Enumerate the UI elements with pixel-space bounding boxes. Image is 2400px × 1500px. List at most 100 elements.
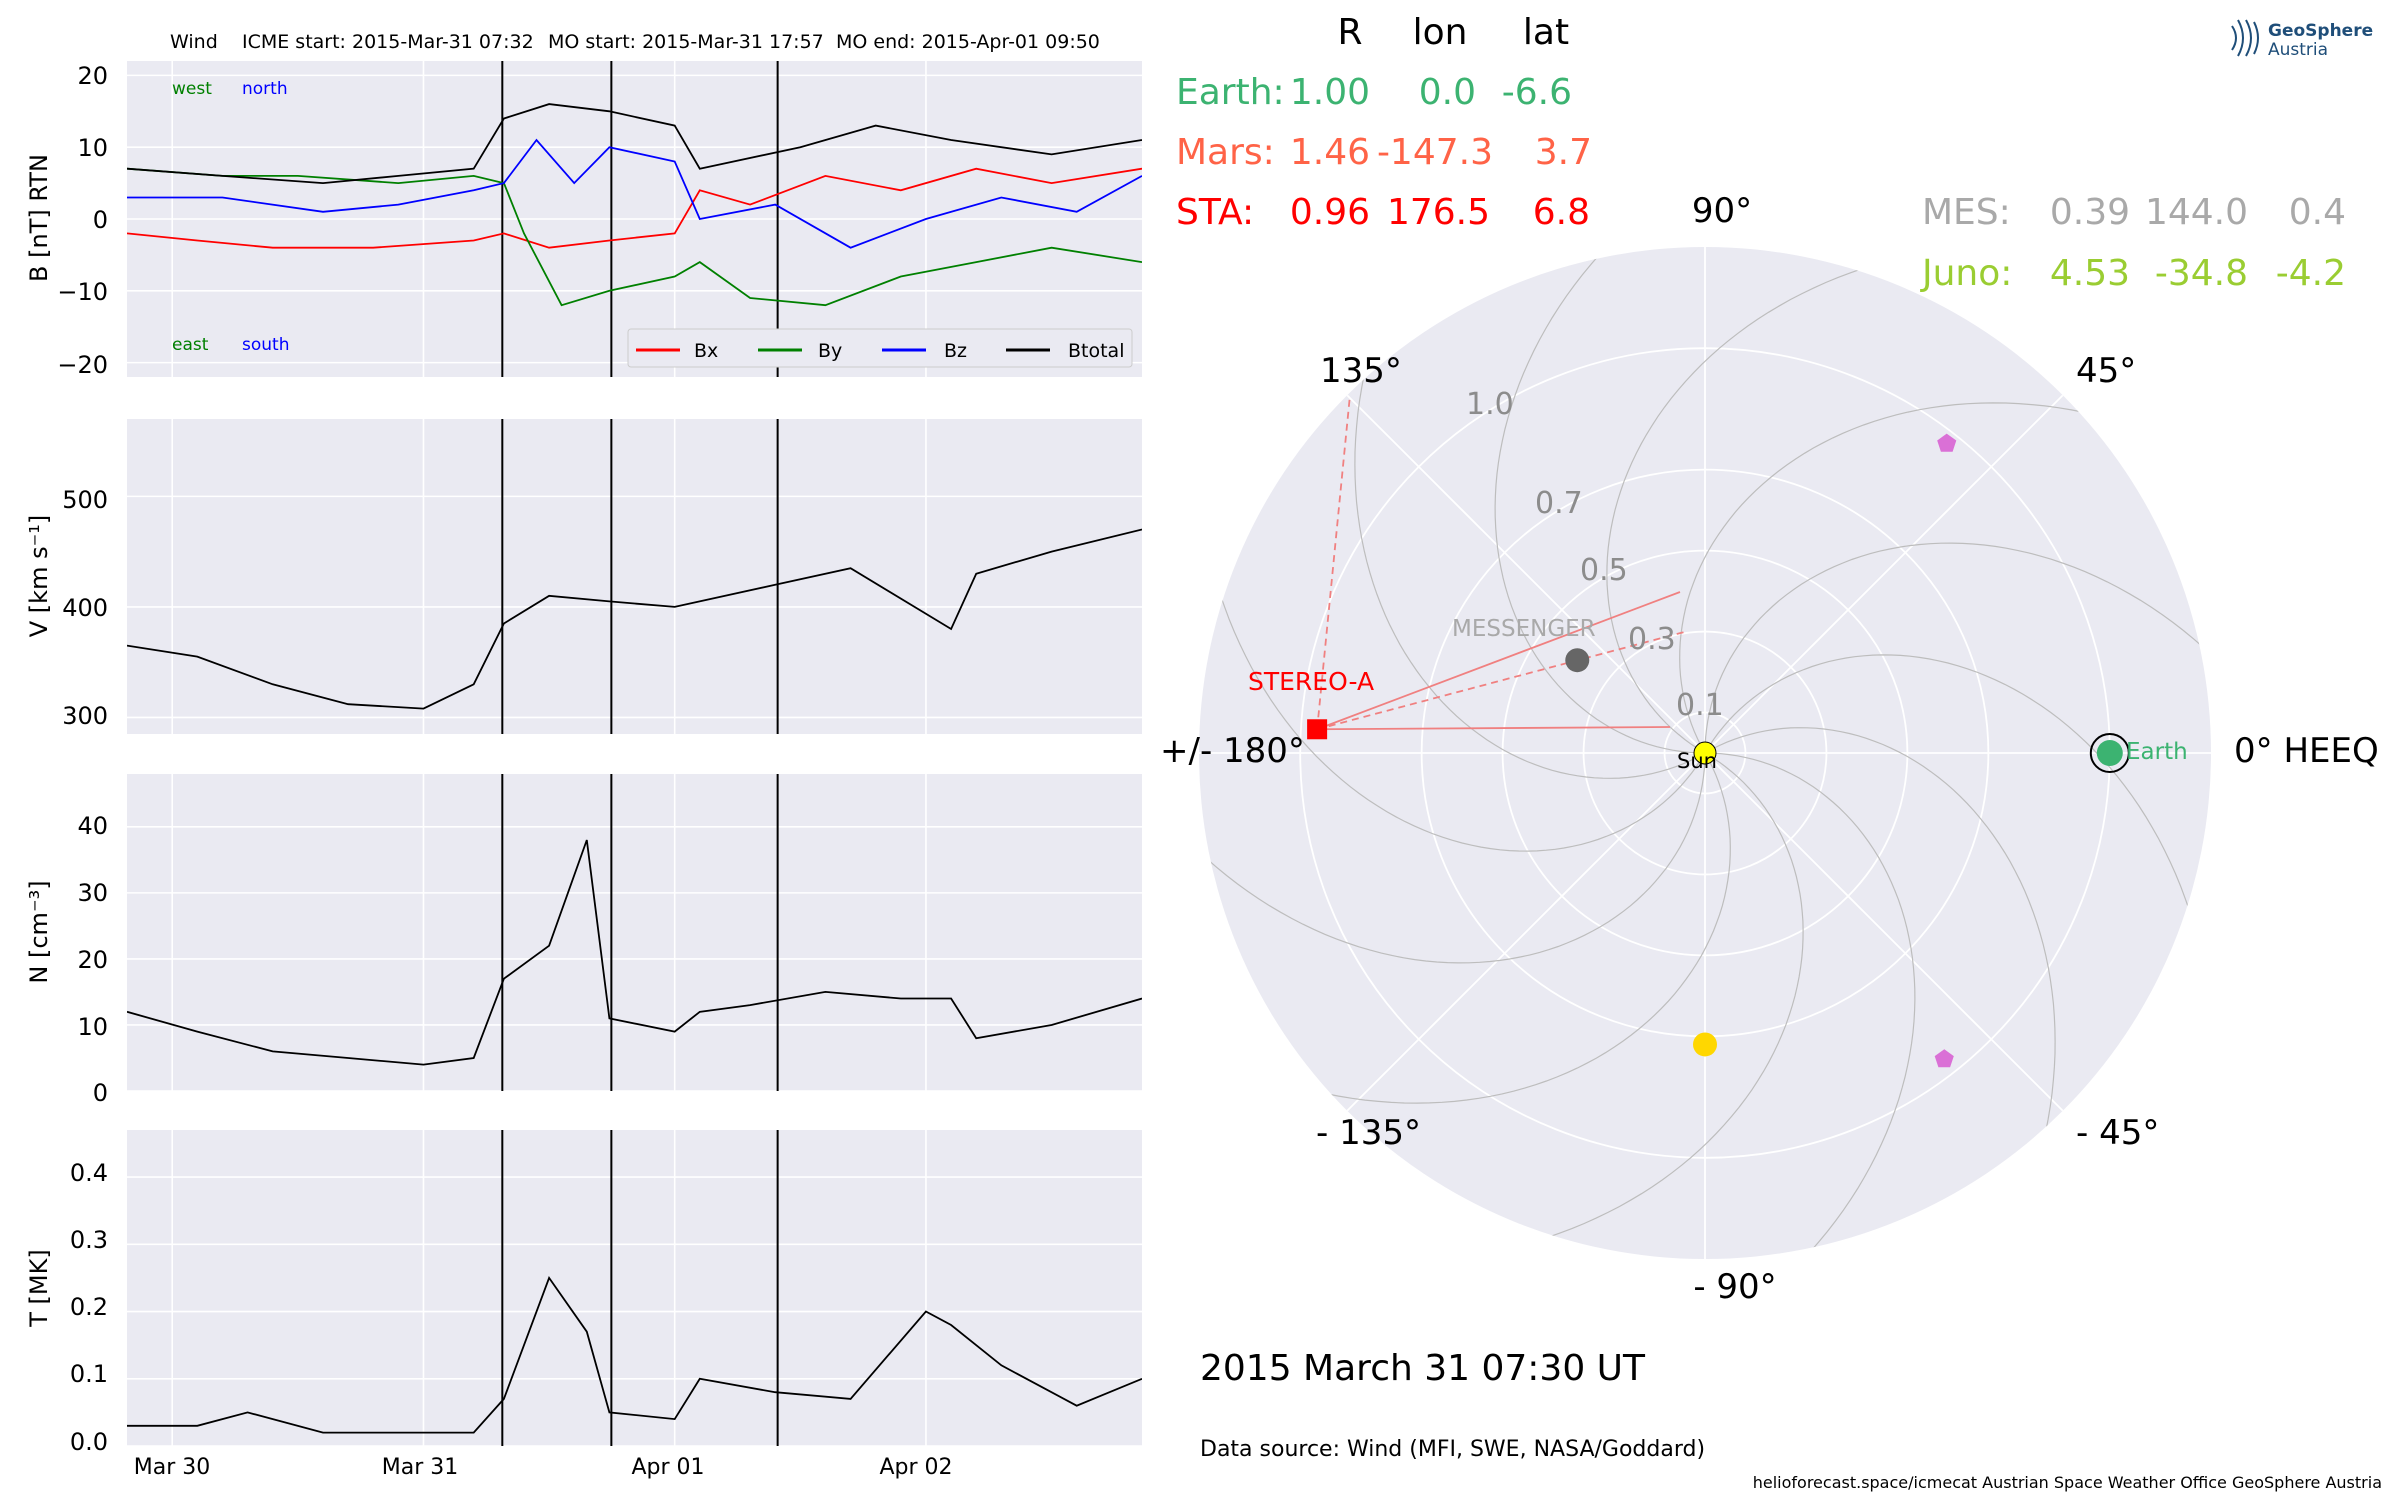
series-line-by (127, 167, 1142, 307)
series-line-bz (127, 138, 1142, 249)
angle-label-m135: - 135° (1316, 1113, 1421, 1153)
polar-angle-labels: 0° HEEQ 45° 90° 135° +/- 180° - 135° - 9… (1160, 191, 2379, 1307)
table-header-lon: lon (1413, 12, 1468, 53)
n-ytick: 40 (77, 812, 108, 840)
logo-text-line1: GeoSphere (2268, 21, 2373, 41)
row-sta-lat: 6.8 (1533, 192, 1590, 233)
v-ytick: 400 (62, 594, 108, 622)
stereo-a-fov-line (1317, 726, 1671, 731)
stereo-a-fov-line (1316, 591, 1681, 731)
parker-spiral-line (1494, 247, 1706, 754)
row-mes-name: MES: (1922, 192, 2011, 233)
row-mes-r: 0.39 (2050, 192, 2130, 233)
icme-start-label: ICME start: 2015-Mar-31 07:32 (242, 31, 534, 53)
row-mes-lon: 144.0 (2145, 192, 2248, 233)
body-marker-sun (1693, 741, 1717, 765)
radial-tick: 0.5 (1580, 553, 1628, 588)
angle-label-m45: - 45° (2076, 1113, 2159, 1153)
body-marker-stereo-a (1307, 719, 1328, 740)
body-label-earth: Earth (2126, 739, 2188, 765)
corner-label-south: south (242, 335, 289, 355)
body-marker-probe-2 (1934, 1049, 1954, 1068)
x-tick-labels: Mar 30 Mar 31 Apr 01 Apr 02 (134, 1455, 953, 1480)
b-ytick: 20 (77, 62, 108, 90)
series-line-v (127, 528, 1142, 710)
parker-spiral-line (1354, 359, 1706, 779)
stereo-a-fov-line (1316, 630, 1689, 731)
parker-spiral-line (1606, 263, 1877, 754)
b-ytick: 0 (93, 206, 108, 234)
n-ytick: 0 (93, 1079, 108, 1107)
event-lines (501, 61, 779, 1446)
row-earth-name: Earth: (1176, 72, 1285, 113)
parker-spiral-line (1679, 402, 2099, 754)
parker-spiral-line (1199, 752, 1706, 964)
parker-spiral-line (1311, 752, 1731, 1104)
radial-tick: 0.7 (1535, 486, 1583, 521)
series-line-n (127, 839, 1142, 1066)
position-table: R lon lat Earth: 1.00 0.0 -6.6 Mars: 1.4… (1176, 12, 2346, 294)
angular-gridline (1346, 752, 1706, 1112)
legend-label-bx: Bx (694, 340, 718, 362)
row-mars-lon: -147.3 (1377, 132, 1493, 173)
n-ytick: 30 (77, 879, 108, 907)
v-ylabel: V [km s⁻¹] (25, 515, 53, 637)
corner-label-west: west (172, 79, 212, 99)
parker-spiral-line (1704, 542, 2211, 754)
row-sta-r: 0.96 (1290, 192, 1370, 233)
parker-spiral-line (1704, 752, 1916, 1259)
row-mars-lat: 3.7 (1535, 132, 1592, 173)
body-label-sun: Sun (1677, 749, 1717, 773)
body-marker-earth (2096, 740, 2123, 766)
t-ylabel: T [MK] (25, 1249, 53, 1327)
n-ytick: 10 (77, 1013, 108, 1041)
row-mes-lat: 0.4 (2289, 192, 2346, 233)
row-mars-r: 1.46 (1290, 132, 1370, 173)
row-mars-name: Mars: (1176, 132, 1275, 173)
angular-gridline (1704, 394, 2064, 754)
v-ytick: 300 (62, 702, 108, 730)
angle-label-90: 90° (1692, 191, 1752, 231)
polar-grid (1199, 247, 2211, 1259)
data-source: Data source: Wind (MFI, SWE, NASA/Goddar… (1200, 1437, 1705, 1462)
angular-gridline (1346, 394, 1706, 754)
t-ytick: 0.2 (70, 1293, 108, 1321)
b-ylabel: B [nT] RTN (25, 154, 53, 282)
radial-tick: 0.3 (1628, 622, 1676, 657)
body-marker-messenger (1565, 648, 1590, 673)
logo-text-line2: Austria (2268, 40, 2328, 60)
parker-spiral-line (1215, 581, 1706, 852)
parker-spiral-line (1533, 752, 1804, 1243)
polar-radial-ticks: 0.1 0.3 0.5 0.7 1.0 (1466, 387, 1724, 723)
n-ytick: 20 (77, 946, 108, 974)
stereo-a-fov-line (1316, 394, 1351, 730)
row-juno-lon: -34.8 (2155, 253, 2248, 294)
series-line-btotal (127, 103, 1142, 185)
body-label-messenger: MESSENGER (1452, 616, 1596, 642)
geosphere-logo: GeoSphere Austria (2231, 19, 2373, 60)
legend-label-bz: Bz (944, 340, 967, 362)
polar-bodies (1307, 394, 2130, 1068)
b-ytick: −20 (57, 351, 108, 379)
parker-spiral-line (1704, 727, 2056, 1147)
corner-label-east: east (172, 335, 209, 355)
angle-label-45: 45° (2076, 351, 2136, 391)
earth-ring (2089, 733, 2130, 773)
t-ytick: 0.1 (70, 1360, 108, 1388)
row-juno-r: 4.53 (2050, 253, 2130, 294)
xtick: Apr 02 (879, 1455, 952, 1480)
series-lines (127, 103, 1142, 1434)
angle-label-0: 0° HEEQ (2234, 731, 2379, 771)
angle-label-m90: - 90° (1693, 1267, 1776, 1307)
t-ytick: 0.4 (70, 1159, 108, 1187)
series-line-bx (127, 167, 1142, 249)
v-ytick: 500 (62, 486, 108, 514)
body-label-stereo-a: STEREO-A (1248, 667, 1374, 696)
angle-label-180: +/- 180° (1160, 731, 1305, 771)
b-ytick: −10 (57, 278, 108, 306)
xtick: Mar 31 (382, 1455, 459, 1480)
row-sta-lon: 176.5 (1387, 192, 1490, 233)
b-legend: Bx By Bz Btotal (627, 328, 1133, 368)
